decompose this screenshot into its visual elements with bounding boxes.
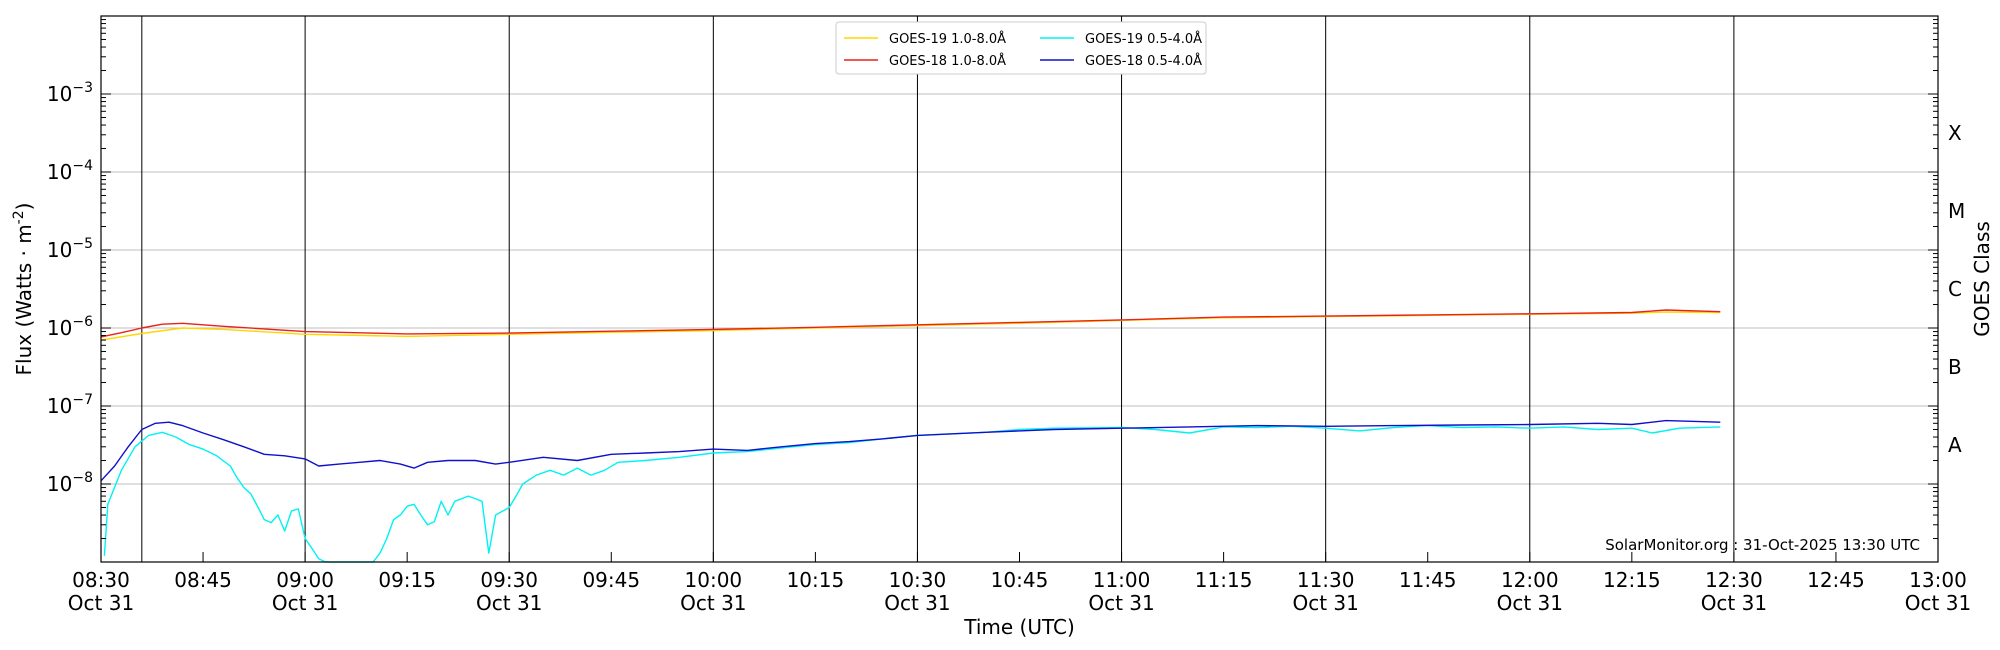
legend-box: [835, 21, 1207, 75]
y-tick-label-4: 10−4: [47, 158, 93, 184]
x-tick-date-18: Oct 31: [1905, 591, 1971, 615]
x-tick-label-8: 10:30: [889, 568, 947, 592]
x-tick-label-3: 09:15: [378, 568, 436, 592]
x-tick-label-9: 10:45: [991, 568, 1049, 592]
y-tick-label-3: 10−5: [47, 236, 93, 262]
x-tick-label-5: 09:45: [582, 568, 640, 592]
x-tick-label-2: 09:00: [276, 568, 334, 592]
y-tick-base: 10: [47, 160, 72, 184]
y-tick-label-2: 10−6: [47, 314, 93, 340]
x-tick-label-17: 12:45: [1807, 568, 1865, 592]
axis-ticks: [100, 19, 1939, 563]
x-tick-label-18: 13:00: [1909, 568, 1967, 592]
y-axis-title-close: ): [12, 203, 36, 211]
series-line-2: [103, 424, 1721, 563]
series-line-1: [100, 309, 1721, 338]
goes-class-label-B: B: [1948, 355, 1962, 379]
legend-label-3: GOES-18 0.5-4.0Å: [1085, 53, 1202, 69]
goes-class-label-M: M: [1948, 199, 1965, 223]
x-axis-title: Time (UTC): [963, 615, 1075, 639]
x-tick-label-1: 08:45: [174, 568, 232, 592]
goes-class-axis-title: GOES Class: [1970, 221, 1994, 337]
y-tick-base: 10: [47, 238, 72, 262]
x-tick-label-0: 08:30: [72, 568, 130, 592]
credit-text: SolarMonitor.org : 31-Oct-2025 13:30 UTC: [1605, 536, 1920, 554]
y-tick-base: 10: [47, 394, 72, 418]
y-tick-base: 10: [47, 472, 72, 496]
x-tick-date-4: Oct 31: [476, 591, 542, 615]
x-tick-label-15: 12:15: [1603, 568, 1661, 592]
goes-class-label-C: C: [1948, 277, 1962, 301]
legend-label-1: GOES-18 1.0-8.0Å: [889, 53, 1006, 69]
y-tick-base: 10: [47, 82, 72, 106]
series-lines: [100, 309, 1721, 563]
y-tick-label-1: 10−7: [47, 392, 93, 418]
gridlines: [101, 93, 1938, 485]
x-tick-label-16: 12:30: [1705, 568, 1763, 592]
series-line-3: [100, 419, 1721, 482]
goes-class-label-X: X: [1948, 121, 1962, 145]
x-tick-date-8: Oct 31: [884, 591, 950, 615]
vertical-marker-lines: [141, 16, 1735, 562]
x-tick-label-12: 11:30: [1297, 568, 1355, 592]
x-tick-date-10: Oct 31: [1088, 591, 1154, 615]
x-tick-date-6: Oct 31: [680, 591, 746, 615]
x-tick-label-7: 10:15: [787, 568, 845, 592]
legend-label-2: GOES-19 0.5-4.0Å: [1085, 31, 1202, 47]
goes-class-label-A: A: [1948, 433, 1962, 457]
y-tick-exponent: −4: [72, 158, 93, 174]
x-tick-date-12: Oct 31: [1292, 591, 1358, 615]
y-axis-title-main: Flux (Watts · m: [12, 224, 36, 375]
x-tick-label-11: 11:15: [1195, 568, 1253, 592]
y-axis-title-sup: -2: [11, 210, 27, 224]
y-tick-exponent: −5: [72, 236, 93, 252]
x-tick-date-16: Oct 31: [1701, 591, 1767, 615]
x-tick-date-0: Oct 31: [68, 591, 134, 615]
series-line-0: [100, 311, 1721, 341]
y-tick-exponent: −6: [72, 314, 93, 330]
y-tick-exponent: −8: [72, 470, 93, 486]
y-tick-label-5: 10−3: [47, 80, 93, 106]
legend: GOES-19 1.0-8.0Å GOES-18 1.0-8.0Å GOES-19 …: [835, 21, 1207, 75]
x-tick-date-2: Oct 31: [272, 591, 338, 615]
x-tick-date-14: Oct 31: [1497, 591, 1563, 615]
y-tick-label-0: 10−8: [47, 470, 93, 496]
x-tick-label-13: 11:45: [1399, 568, 1457, 592]
y-tick-exponent: −7: [72, 392, 93, 408]
legend-label-0: GOES-19 1.0-8.0Å: [889, 31, 1006, 47]
x-tick-label-6: 10:00: [685, 568, 743, 592]
y-axis-title: Flux (Watts · m-2): [11, 203, 36, 376]
x-tick-label-4: 09:30: [480, 568, 538, 592]
x-tick-label-14: 12:00: [1501, 568, 1559, 592]
plot-frame: [100, 15, 1939, 563]
x-tick-label-10: 11:00: [1093, 568, 1151, 592]
y-tick-exponent: −3: [72, 80, 93, 96]
y-tick-base: 10: [47, 316, 72, 340]
